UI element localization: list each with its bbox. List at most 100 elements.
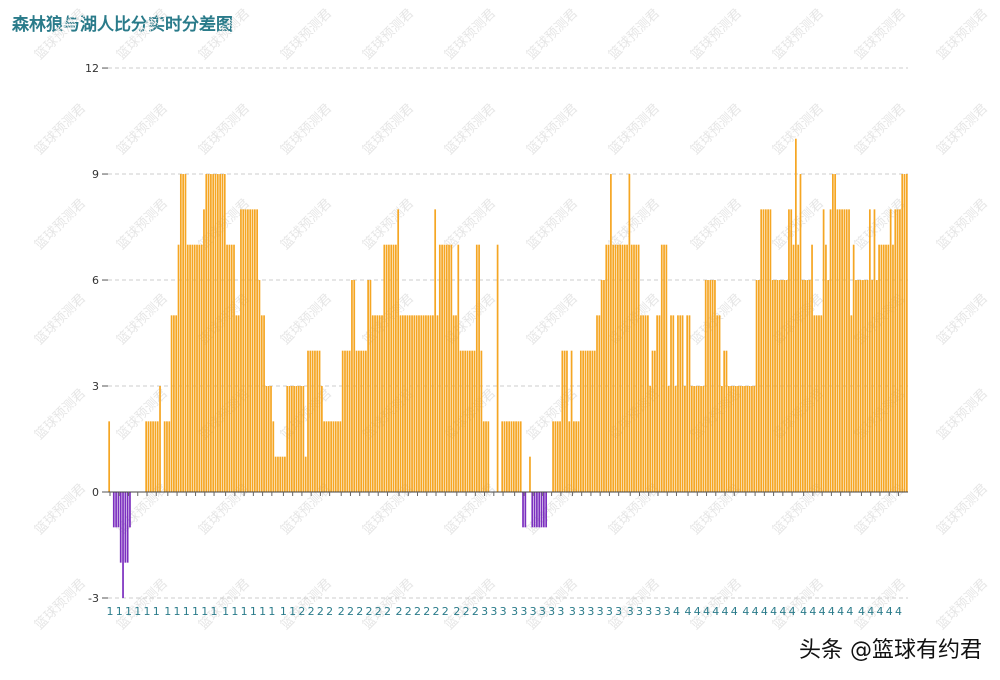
bar: [214, 174, 217, 492]
bar: [385, 244, 388, 492]
bar: [603, 280, 605, 492]
x-tick-label: 4: [876, 605, 883, 618]
bar: [260, 315, 263, 492]
bar: [804, 280, 806, 492]
bar: [277, 456, 279, 492]
bar: [198, 244, 201, 492]
bar: [344, 350, 346, 492]
bar: [524, 492, 527, 528]
x-tick-label: 1: [280, 605, 287, 618]
x-tick-label: 2: [365, 605, 372, 618]
x-tick-label: 3: [645, 605, 652, 618]
bar: [857, 280, 860, 492]
x-tick-label: 4: [742, 605, 749, 618]
bar: [626, 244, 628, 492]
bar: [318, 350, 321, 492]
bar: [193, 244, 196, 492]
bar: [621, 244, 624, 492]
bar: [431, 315, 434, 492]
bar: [540, 492, 543, 528]
bar: [552, 421, 554, 492]
x-tick-label: 4: [846, 605, 853, 618]
bar: [129, 492, 131, 528]
watermark-text: 篮球预测君: [442, 6, 499, 63]
bar: [466, 350, 469, 492]
bar: [714, 280, 716, 492]
watermark-text: 篮球预测君: [114, 6, 171, 63]
watermark-text: 篮球预测君: [32, 291, 89, 348]
bar: [290, 386, 293, 492]
bar: [727, 386, 730, 492]
watermark-text: 篮球预测君: [934, 101, 991, 158]
bar: [240, 209, 242, 493]
bar: [115, 492, 117, 528]
bar: [882, 244, 885, 492]
bar: [112, 492, 115, 528]
bar: [425, 315, 427, 492]
x-tick-label: 3: [557, 605, 564, 618]
bar: [776, 280, 779, 492]
bar: [233, 244, 235, 492]
watermark-text: 篮球预测君: [278, 196, 335, 253]
bar: [718, 315, 721, 492]
bars-layer: [108, 138, 908, 598]
bar: [751, 386, 753, 492]
bar: [376, 315, 379, 492]
bar: [785, 280, 788, 492]
bar: [748, 386, 751, 492]
bar: [709, 280, 712, 492]
x-tick-label: 3: [606, 605, 613, 618]
bar: [207, 174, 210, 492]
x-tick-label: 4: [761, 605, 768, 618]
bar: [570, 350, 573, 492]
x-tick-label: 4: [752, 605, 759, 618]
bar: [767, 209, 769, 493]
bar: [452, 315, 455, 492]
bar: [381, 315, 383, 492]
bar: [427, 315, 430, 492]
bar: [392, 244, 395, 492]
watermark-text: 篮球预测君: [524, 6, 581, 63]
bar: [575, 421, 578, 492]
bar: [166, 421, 168, 492]
x-tick-label: 3: [539, 605, 546, 618]
x-tick-label: 1: [153, 605, 160, 618]
bar: [769, 209, 772, 493]
x-tick-label: 1: [250, 605, 257, 618]
bar: [556, 421, 559, 492]
bar: [561, 350, 564, 492]
bar: [799, 174, 802, 492]
x-tick-label: 1: [125, 605, 132, 618]
bar: [663, 244, 665, 492]
bar: [503, 421, 506, 492]
bar: [762, 209, 765, 493]
bar: [815, 315, 818, 492]
bar: [152, 421, 154, 492]
bar: [175, 315, 178, 492]
x-tick-label: 1: [201, 605, 208, 618]
x-tick-label: 3: [490, 605, 497, 618]
x-tick-label: 3: [578, 605, 585, 618]
bar: [448, 244, 450, 492]
x-tick-label: 2: [453, 605, 460, 618]
x-tick-label: 3: [530, 605, 537, 618]
bar: [237, 315, 240, 492]
watermark-text: 篮球预测君: [934, 291, 991, 348]
x-tick-label: 4: [828, 605, 835, 618]
bar: [688, 315, 691, 492]
bar: [364, 350, 367, 492]
bar: [868, 209, 871, 493]
bar: [656, 315, 658, 492]
bar: [734, 386, 737, 492]
watermark-text: 篮球预测君: [196, 6, 253, 63]
bar: [378, 315, 381, 492]
bar: [739, 386, 742, 492]
x-tick-label: 2: [423, 605, 430, 618]
bar: [582, 350, 585, 492]
x-tick-label: 3: [511, 605, 518, 618]
bar: [367, 280, 369, 492]
bar: [334, 421, 337, 492]
bar: [665, 244, 668, 492]
x-tick-label: 2: [326, 605, 333, 618]
